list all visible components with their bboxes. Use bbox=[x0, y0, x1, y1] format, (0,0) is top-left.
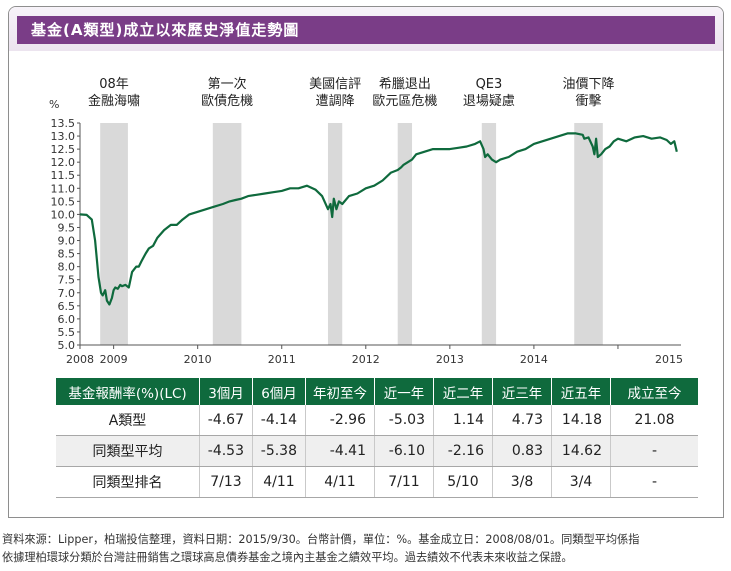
event-band bbox=[212, 123, 242, 345]
event-band bbox=[574, 123, 603, 345]
table-cell: 14.62 bbox=[551, 435, 611, 467]
event-band bbox=[327, 123, 343, 345]
table-cell: -5.38 bbox=[252, 435, 306, 467]
event-label: 08年 bbox=[99, 77, 129, 92]
table-cell: -5.03 bbox=[374, 405, 434, 436]
row-label: A類型 bbox=[56, 405, 200, 436]
y-unit-label: % bbox=[49, 98, 59, 111]
y-tick-label: 9.0 bbox=[58, 235, 76, 248]
event-band bbox=[481, 123, 497, 345]
event-label: 金融海嘯 bbox=[88, 93, 140, 109]
table-header-row: 基金報酬率(%)(LC) 3個月 6個月 年初至今 近一年 近二年 近三年 近五… bbox=[56, 378, 698, 405]
y-tick-label: 6.5 bbox=[58, 300, 76, 313]
footnote-line: 依據理柏環球分類於台灣註冊銷售之環球高息債券基金之境內主基金之績效平均。過去績效… bbox=[2, 551, 573, 564]
y-tick-label: 8.5 bbox=[58, 248, 76, 261]
y-tick-label: 7.5 bbox=[58, 274, 76, 287]
title-bar: 基金(A類型)成立以來歷史淨值走勢圖 bbox=[9, 7, 723, 51]
footnote-line: 資料來源：Lipper，柏瑞投信整理，資料日期：2015/9/30。台幣計價，單… bbox=[2, 533, 640, 546]
source-footnote: 資料來源：Lipper，柏瑞投信整理，資料日期：2015/9/30。台幣計價，單… bbox=[2, 531, 730, 567]
x-tick-label: 2015 bbox=[655, 353, 683, 366]
y-tick-label: 12.0 bbox=[51, 156, 76, 169]
table-cell: -4.14 bbox=[252, 405, 306, 436]
table-cell: 7/13 bbox=[199, 466, 253, 498]
event-label: 第一次 bbox=[208, 76, 247, 92]
y-tick-label: 6.0 bbox=[58, 313, 76, 326]
table-cell: -4.41 bbox=[305, 435, 375, 467]
header-cell: 近五年 bbox=[551, 378, 611, 405]
table-cell: -2.16 bbox=[433, 435, 493, 467]
row-label: 同類型平均 bbox=[56, 435, 200, 467]
table-cell: -4.53 bbox=[199, 435, 253, 467]
y-tick-label: 12.5 bbox=[51, 143, 76, 156]
y-tick-label: 13.0 bbox=[51, 130, 76, 143]
table-row: 同類型平均 -4.53 -5.38 -4.41 -6.10 -2.16 0.83… bbox=[56, 435, 698, 467]
chart-panel: 基金(A類型)成立以來歷史淨值走勢圖 08年 金融海嘯 第一次歐債危機 美國信評遭調降… bbox=[8, 6, 724, 518]
table-cell: 4.73 bbox=[492, 405, 552, 436]
nav-series-line bbox=[79, 132, 678, 306]
event-label: 歐元區危機 bbox=[372, 94, 437, 109]
event-label: 遭調降 bbox=[316, 94, 355, 109]
table-cell: 14.18 bbox=[551, 405, 611, 436]
y-tick-label: 7.0 bbox=[58, 287, 76, 300]
x-tick-label: 2008 bbox=[66, 353, 94, 366]
table-row: 同類型排名 7/13 4/11 4/11 7/11 5/10 3/8 3/4 - bbox=[56, 466, 698, 498]
table-cell: 21.08 bbox=[610, 405, 698, 436]
x-tick-label: 2009 bbox=[100, 353, 128, 366]
table-cell: -6.10 bbox=[374, 435, 434, 467]
header-cell: 年初至今 bbox=[305, 378, 375, 405]
x-tick-label: 2012 bbox=[352, 353, 380, 366]
x-tick-label: 2014 bbox=[520, 353, 548, 366]
y-tick-label: 9.5 bbox=[58, 221, 76, 234]
y-tick-label: 13.5 bbox=[51, 117, 76, 130]
event-label: 歐債危機 bbox=[201, 94, 253, 109]
table-cell: -2.96 bbox=[305, 405, 375, 436]
chart-title: 基金(A類型)成立以來歷史淨值走勢圖 bbox=[17, 16, 715, 44]
x-tick-label: 2011 bbox=[268, 353, 296, 366]
header-cell: 3個月 bbox=[199, 378, 253, 405]
table-cell: -4.67 bbox=[199, 405, 253, 436]
x-tick-label: 2010 bbox=[184, 353, 212, 366]
table-cell: 4/11 bbox=[252, 466, 306, 498]
row-label: 同類型排名 bbox=[56, 466, 200, 498]
table-cell: 5/10 bbox=[433, 466, 493, 498]
table-cell: 1.14 bbox=[433, 405, 493, 436]
x-tick-label: 2013 bbox=[436, 353, 464, 366]
event-label: 美國信評 bbox=[309, 77, 361, 92]
y-tick-label: 5.0 bbox=[58, 339, 76, 352]
header-cell: 近一年 bbox=[374, 378, 434, 405]
table-row: A類型 -4.67 -4.14 -2.96 -5.03 1.14 4.73 14… bbox=[56, 405, 698, 436]
table-cell: - bbox=[610, 435, 698, 467]
header-cell: 近三年 bbox=[492, 378, 552, 405]
event-label: 退場疑慮 bbox=[463, 93, 515, 109]
y-tick-label: 8.0 bbox=[58, 261, 76, 274]
event-band bbox=[100, 123, 128, 345]
event-label: QE3 bbox=[476, 77, 503, 92]
header-cell: 成立至今 bbox=[610, 378, 698, 405]
header-cell: 近二年 bbox=[433, 378, 493, 405]
event-label: 衝擊 bbox=[576, 93, 602, 109]
header-cell: 6個月 bbox=[252, 378, 306, 405]
y-tick-label: 5.5 bbox=[58, 326, 76, 339]
performance-table: 基金報酬率(%)(LC) 3個月 6個月 年初至今 近一年 近二年 近三年 近五… bbox=[56, 378, 698, 498]
y-tick-label: 10.0 bbox=[51, 208, 76, 221]
y-tick-label: 11.0 bbox=[51, 182, 76, 195]
event-label: 油價下降 bbox=[563, 77, 615, 92]
table-cell: 3/8 bbox=[492, 466, 552, 498]
table-cell: 0.83 bbox=[492, 435, 552, 467]
header-cell: 基金報酬率(%)(LC) bbox=[56, 378, 200, 405]
table-cell: 4/11 bbox=[305, 466, 375, 498]
y-tick-label: 10.5 bbox=[51, 195, 76, 208]
event-band bbox=[397, 123, 413, 345]
y-tick-label: 11.5 bbox=[51, 169, 76, 182]
table-cell: - bbox=[610, 466, 698, 498]
table-cell: 7/11 bbox=[374, 466, 434, 498]
event-label: 希臘退出 bbox=[379, 77, 431, 92]
table-cell: 3/4 bbox=[551, 466, 611, 498]
